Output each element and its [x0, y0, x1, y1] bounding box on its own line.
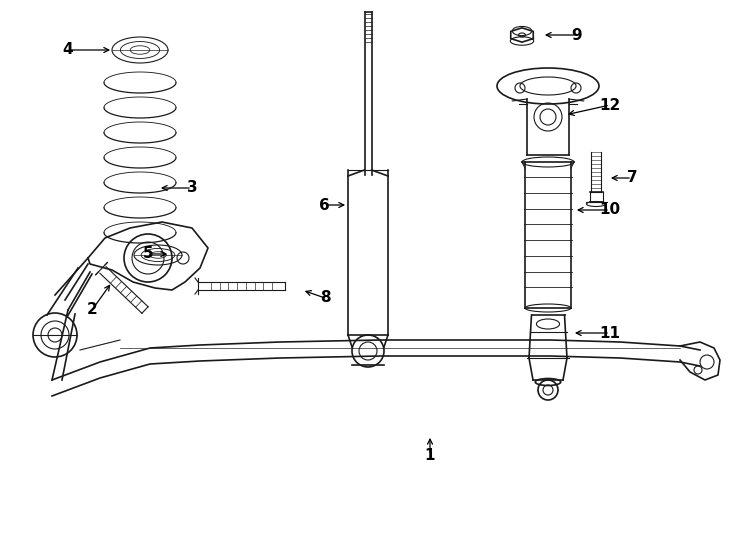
Text: 9: 9 [572, 28, 582, 43]
Text: 11: 11 [600, 326, 620, 341]
Text: 4: 4 [62, 43, 73, 57]
Text: 5: 5 [142, 246, 153, 261]
Text: 3: 3 [186, 180, 197, 195]
Text: 2: 2 [87, 302, 98, 318]
Text: 7: 7 [627, 171, 637, 186]
Text: 6: 6 [319, 198, 330, 213]
Text: 12: 12 [600, 98, 621, 112]
Text: 1: 1 [425, 448, 435, 462]
Text: 8: 8 [320, 291, 330, 306]
Text: 10: 10 [600, 202, 620, 218]
